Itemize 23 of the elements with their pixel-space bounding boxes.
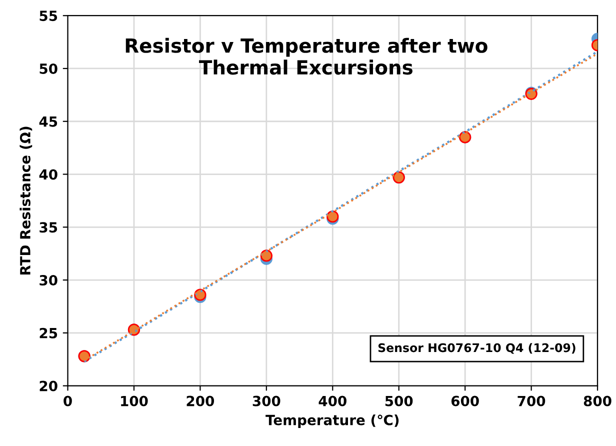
y-tick-label: 35 — [40, 222, 58, 233]
x-tick-label: 400 — [318, 396, 346, 406]
x-tick-label: 800 — [584, 396, 612, 406]
y-tick-label: 20 — [40, 380, 58, 392]
y-axis-title: RTD Resistance (Ω) — [20, 126, 32, 275]
y-tick-label: 30 — [40, 274, 58, 286]
x-tick-label: 200 — [186, 396, 214, 406]
text: Resistor v Temperature after two Thermal Excursions — [126, 38, 488, 75]
point — [260, 250, 272, 262]
y-tick-label: 50 — [40, 63, 58, 74]
point — [326, 210, 339, 223]
x-tick-label: 700 — [518, 396, 546, 406]
y-tick-label: 40 — [39, 169, 58, 180]
annotation: Sensor HG0767-10 Q4 (12-09) — [378, 343, 576, 354]
y-tick-label: 45 — [39, 116, 58, 127]
y-tick-label: 25 — [40, 328, 58, 338]
x-axis-title: Temperature (℃) — [266, 414, 399, 428]
x-tick-label: 100 — [121, 396, 148, 406]
x-tick-label: 600 — [451, 396, 479, 406]
x-tick-label: 500 — [385, 396, 413, 406]
x-tick-label: 300 — [252, 396, 280, 406]
y-tick-label: 55 — [40, 10, 58, 22]
x-tick-label: 0 — [64, 396, 72, 406]
